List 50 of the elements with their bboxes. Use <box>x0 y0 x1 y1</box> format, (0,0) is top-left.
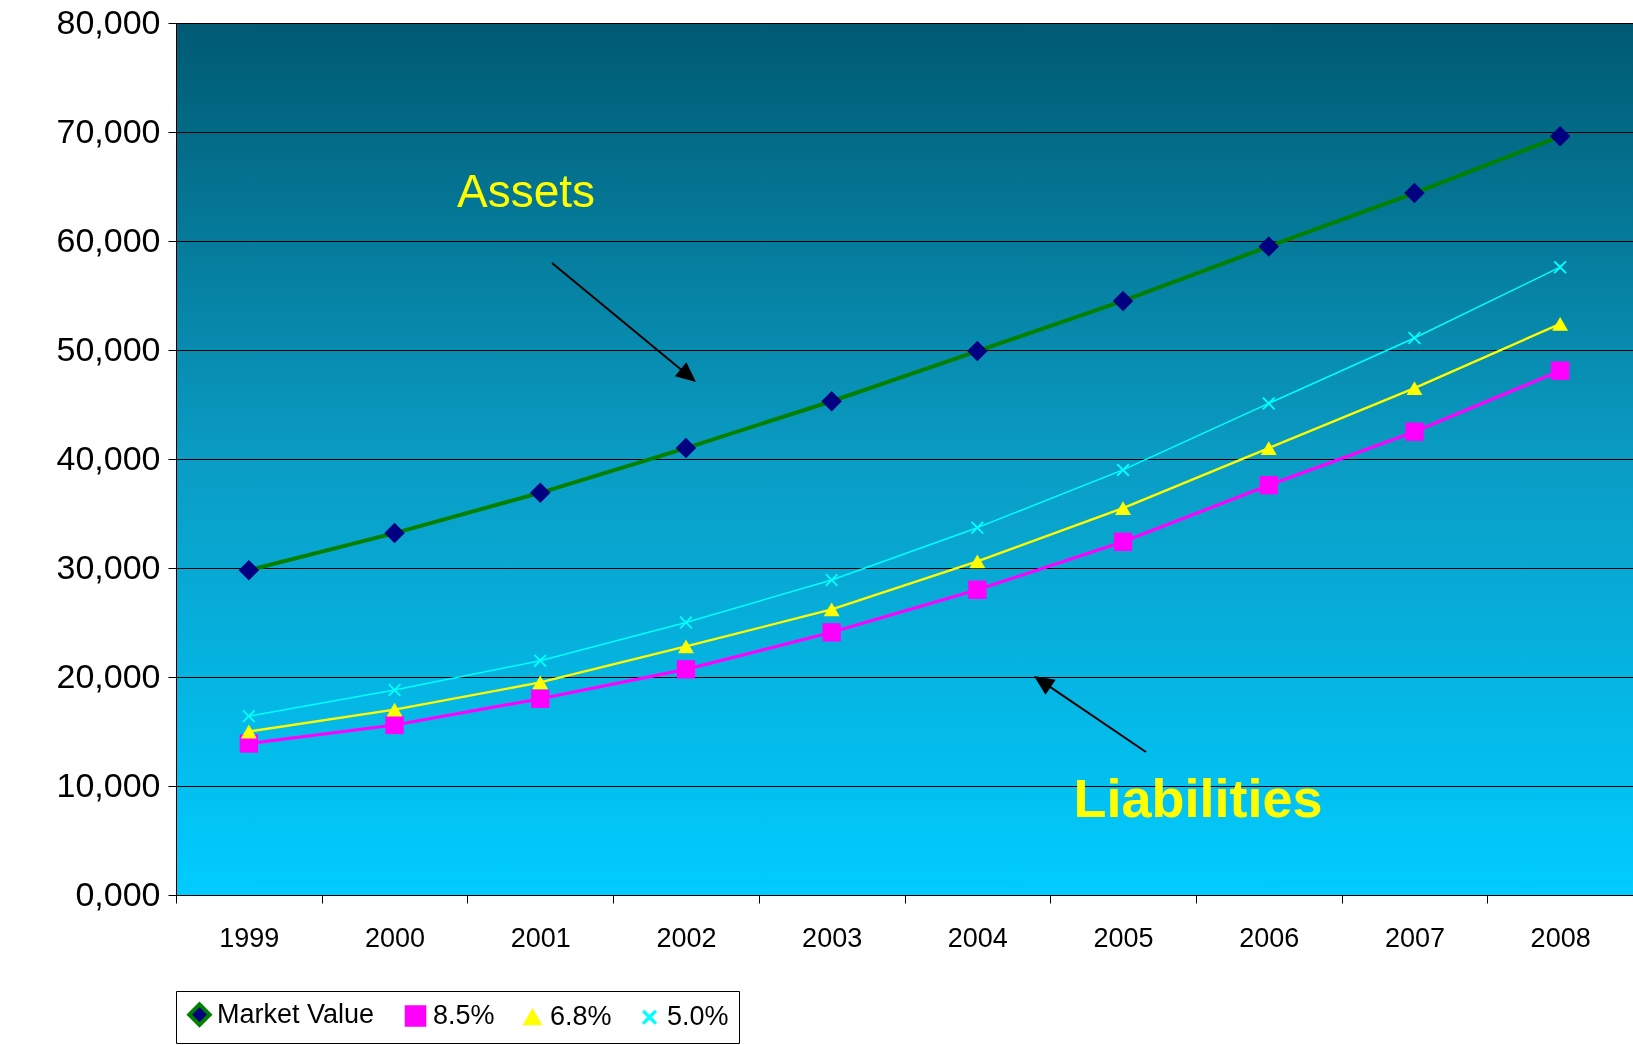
point <box>677 639 694 654</box>
x-tick-label: 1999 <box>219 922 280 953</box>
x-tick-label: 2001 <box>510 922 571 953</box>
point <box>1552 316 1569 331</box>
x-tick-label: 2007 <box>1384 922 1445 953</box>
y-tick-label: 0,000 <box>75 874 161 913</box>
point <box>240 724 257 739</box>
x-tick-label: 2002 <box>656 922 717 953</box>
point <box>1553 260 1567 274</box>
point <box>676 660 696 679</box>
legend-label: 8.5% <box>433 1000 495 1030</box>
point <box>531 689 550 708</box>
x-tick-label: 2000 <box>365 922 426 953</box>
x-tick-label: 2005 <box>1093 922 1154 953</box>
point <box>970 521 984 535</box>
point <box>1262 396 1276 410</box>
point <box>242 709 256 723</box>
y-tick-label: 10,000 <box>56 765 161 804</box>
point <box>1405 422 1424 441</box>
y-tick-label: 80,000 <box>56 2 161 41</box>
point <box>1113 532 1133 552</box>
point <box>386 702 403 717</box>
legend-label: 5.0% <box>667 1001 729 1032</box>
x-tick-label: 2004 <box>947 922 1008 953</box>
y-tick-label: 70,000 <box>56 111 161 150</box>
x-tick-label: 2006 <box>1239 922 1300 953</box>
annotation: Liabilities <box>1073 768 1323 828</box>
point <box>385 715 404 735</box>
y-tick-label: 60,000 <box>56 220 161 259</box>
point <box>1115 501 1132 515</box>
annotation: Assets <box>456 165 596 217</box>
point <box>1116 463 1130 477</box>
legend-label: Market Value <box>217 998 375 1029</box>
x-tick-label: 2008 <box>1530 922 1591 953</box>
point <box>1406 381 1423 396</box>
point <box>1260 441 1277 455</box>
point <box>822 623 841 642</box>
y-tick-label: 50,000 <box>56 329 161 368</box>
legend-label: 6.8% <box>550 1001 612 1032</box>
point <box>968 580 987 599</box>
x-tick-label: 2003 <box>802 922 863 953</box>
y-tick-label: 30,000 <box>56 547 161 586</box>
point <box>823 602 840 617</box>
point <box>969 554 986 569</box>
point <box>1550 361 1570 380</box>
point <box>533 654 547 668</box>
point <box>532 675 549 690</box>
y-tick-label: 20,000 <box>56 656 161 695</box>
y-tick-label: 40,000 <box>56 438 161 477</box>
point <box>1259 475 1278 495</box>
